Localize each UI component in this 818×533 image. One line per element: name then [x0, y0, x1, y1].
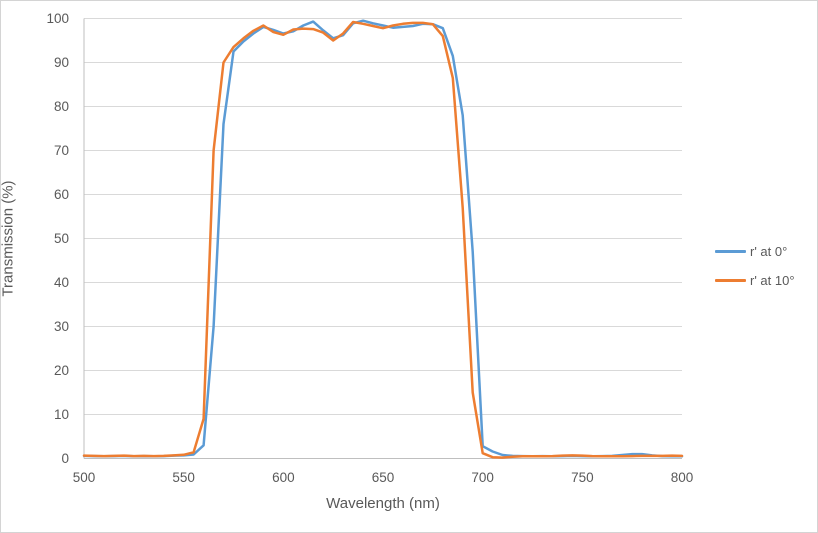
x-tick-label-500: 500 — [73, 470, 96, 485]
y-tick-label-0: 0 — [61, 451, 69, 466]
y-tick-label-30: 30 — [54, 319, 69, 334]
legend-label-0deg: r' at 0° — [750, 243, 788, 259]
legend: r' at 0° r' at 10° — [715, 243, 795, 288]
legend-item-0deg: r' at 0° — [715, 243, 795, 259]
y-tick-label-90: 90 — [54, 55, 69, 70]
x-tick-label-550: 550 — [172, 470, 195, 485]
legend-label-10deg: r' at 10° — [750, 272, 795, 288]
y-tick-label-10: 10 — [54, 407, 69, 422]
y-axis-title: Transmission (%) — [0, 180, 17, 297]
legend-swatch-blue-line — [715, 249, 746, 253]
y-tick-label-100: 100 — [46, 11, 69, 26]
y-tick-label-20: 20 — [54, 363, 69, 378]
x-tick-label-750: 750 — [571, 470, 594, 485]
y-tick-label-80: 80 — [54, 99, 69, 114]
legend-swatch-orange-line — [715, 278, 746, 282]
y-tick-label-50: 50 — [54, 231, 69, 246]
x-tick-label-700: 700 — [471, 470, 494, 485]
x-tick-label-600: 600 — [272, 470, 295, 485]
x-tick-label-650: 650 — [372, 470, 395, 485]
x-axis-title: Wavelength (nm) — [326, 495, 440, 512]
x-tick-label-800: 800 — [671, 470, 694, 485]
legend-item-10deg: r' at 10° — [715, 272, 795, 288]
series-line-r-at-10deg — [82, 20, 684, 459]
y-tick-label-60: 60 — [54, 187, 69, 202]
y-tick-label-40: 40 — [54, 275, 69, 290]
y-tick-label-70: 70 — [54, 143, 69, 158]
